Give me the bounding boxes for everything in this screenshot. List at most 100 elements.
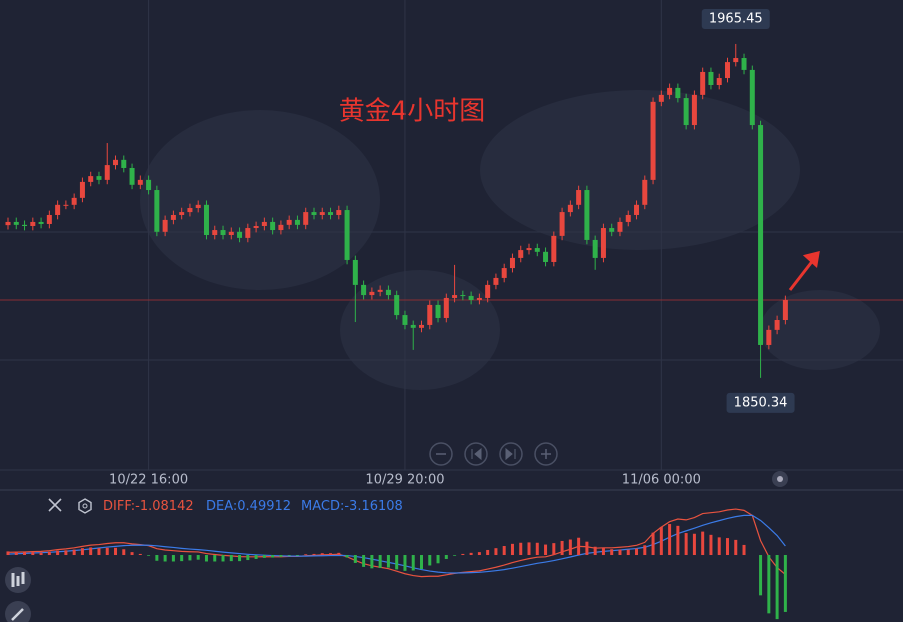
- x-tick-label: 11/06 00:00: [622, 473, 701, 488]
- candle-body: [377, 289, 383, 292]
- x-tick-label: 10/22 16:00: [109, 473, 188, 488]
- candle-body: [104, 165, 110, 180]
- candle-body: [460, 295, 466, 297]
- scroll-end-button[interactable]: [499, 442, 523, 466]
- legend-name: DIFF:: [103, 499, 135, 514]
- legend-entry: DEA:0.49912: [206, 499, 291, 514]
- macd-bar: [14, 551, 18, 556]
- macd-bar: [577, 537, 581, 556]
- chart-title: 黄金4小时图: [339, 97, 486, 127]
- macd-bar: [138, 553, 142, 556]
- legend-name: DEA:: [206, 499, 237, 514]
- indicator-line: [7, 508, 786, 578]
- candle-body: [195, 204, 201, 209]
- macd-bar: [6, 551, 10, 556]
- candle-body: [609, 228, 615, 232]
- zoom-in-button[interactable]: [534, 442, 558, 466]
- candle-body: [46, 214, 52, 224]
- zoom-out-button[interactable]: [429, 442, 453, 466]
- candle-body: [13, 221, 19, 225]
- indicator-settings-button[interactable]: [78, 498, 92, 514]
- zoom-controls: [429, 442, 558, 466]
- candle-body: [600, 228, 606, 258]
- candle-body: [328, 212, 334, 215]
- macd-bar: [519, 542, 523, 556]
- candle-body: [642, 179, 648, 205]
- macd-bar: [147, 555, 151, 556]
- close-indicator-button[interactable]: [48, 498, 62, 512]
- macd-bar: [229, 555, 233, 562]
- candle-body: [228, 231, 234, 235]
- macd-bar: [171, 555, 175, 562]
- candle-body: [534, 248, 540, 252]
- macd-bar: [759, 555, 763, 596]
- macd-bar: [725, 538, 729, 556]
- macd-bar: [163, 555, 167, 562]
- scroll-start-button[interactable]: [464, 442, 488, 466]
- candle-body: [427, 304, 433, 325]
- macd-bar: [395, 555, 399, 570]
- candle-body: [782, 299, 788, 321]
- macd-bar: [527, 542, 531, 556]
- candle-body: [658, 94, 664, 102]
- macd-bar: [204, 555, 208, 562]
- candle-body: [592, 239, 598, 258]
- candle-body: [667, 87, 673, 95]
- candle-body: [749, 69, 755, 126]
- candle-body: [22, 224, 28, 227]
- candle-body: [567, 204, 573, 213]
- candle-body: [162, 219, 168, 232]
- macd-bar: [593, 546, 597, 556]
- macd-bar: [469, 552, 473, 556]
- candle-body: [584, 190, 590, 240]
- candle-body: [650, 101, 656, 180]
- macd-bar: [47, 551, 51, 556]
- candle-body: [146, 179, 152, 191]
- macd-bar: [23, 552, 27, 556]
- candle-body: [63, 204, 69, 206]
- macd-bar: [601, 547, 605, 556]
- candle-body: [88, 176, 94, 182]
- macd-bar: [585, 541, 589, 556]
- candle-body: [402, 315, 408, 325]
- legend-entry: DIFF:-1.08142: [103, 499, 194, 514]
- indicator-settings-dot: [82, 503, 88, 509]
- candle-body: [278, 224, 284, 231]
- annotation-arrow: [788, 250, 820, 291]
- macd-bar: [114, 547, 118, 556]
- candle-body: [634, 204, 640, 215]
- candle-body: [237, 231, 243, 238]
- macd-bar: [428, 555, 432, 566]
- candle-body: [361, 284, 367, 296]
- macd-bar: [246, 555, 250, 561]
- macd-bar: [279, 555, 283, 557]
- macd-bar: [635, 548, 639, 556]
- macd-bar: [626, 549, 630, 556]
- candle-body: [203, 204, 209, 235]
- legend-value: -3.16108: [344, 499, 402, 514]
- candle-body: [518, 250, 524, 258]
- macd-bar: [486, 549, 490, 556]
- candle-body: [774, 320, 780, 330]
- macd-bar: [668, 524, 672, 556]
- macd-bar: [180, 555, 184, 562]
- draw-tool-button[interactable]: [5, 601, 31, 622]
- candle-body: [493, 277, 499, 285]
- macd-bar: [420, 555, 423, 570]
- candle-body: [286, 219, 292, 225]
- macd-bar: [262, 555, 266, 558]
- candle-body: [683, 98, 689, 126]
- macd-bar: [717, 537, 721, 556]
- candle-body: [410, 324, 416, 328]
- macd-bar: [610, 549, 614, 556]
- macd-bar: [56, 550, 60, 556]
- candle-body: [741, 58, 747, 70]
- macd-bar: [775, 555, 779, 620]
- candle-body: [385, 289, 391, 296]
- candle-body: [294, 219, 300, 225]
- candle-body: [270, 221, 276, 231]
- legend-value: -1.08142: [135, 499, 193, 514]
- macd-bar: [80, 548, 84, 556]
- pencil-icon: [11, 608, 24, 621]
